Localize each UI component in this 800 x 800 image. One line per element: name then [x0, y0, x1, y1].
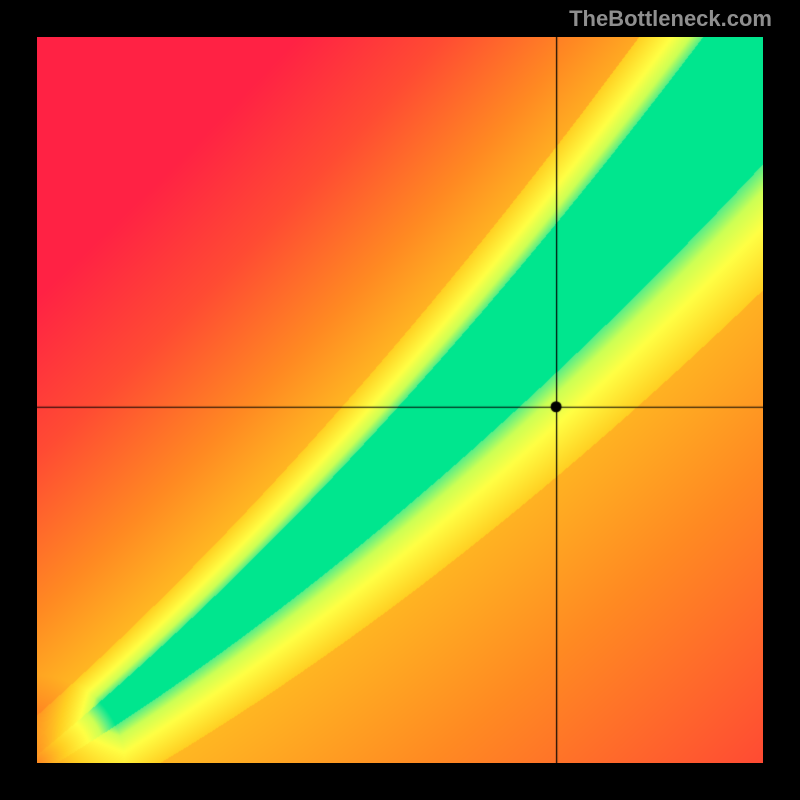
root: { "meta": { "type": "heatmap", "descript…	[0, 0, 800, 800]
heatmap-canvas	[37, 37, 763, 763]
watermark-source: TheBottleneck.com	[569, 6, 772, 32]
plot-area	[37, 37, 763, 763]
